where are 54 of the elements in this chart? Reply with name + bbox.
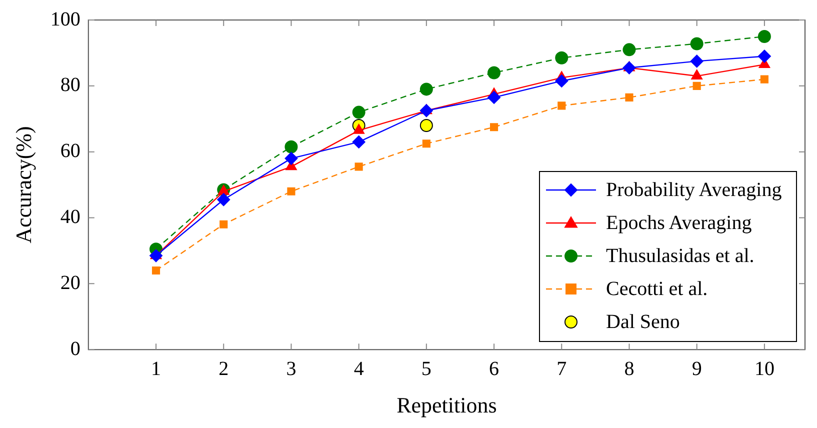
point <box>352 106 366 119</box>
point <box>284 140 298 154</box>
point <box>220 220 228 228</box>
point <box>758 30 771 43</box>
point <box>692 82 701 90</box>
point <box>354 162 363 171</box>
point <box>488 90 501 104</box>
legend-label: Cecotti et al. <box>605 278 709 301</box>
y-axis-title: Accuracy(%) <box>10 126 36 244</box>
legend-label: Probability Averaging <box>605 178 783 202</box>
point <box>555 51 568 64</box>
y-tick-label: 40 <box>60 206 80 228</box>
point <box>420 82 433 96</box>
x-tick-label: 8 <box>624 358 634 380</box>
legend-label: Dal Seno <box>605 310 681 334</box>
y-tick-label: 60 <box>60 140 80 162</box>
point <box>152 266 160 275</box>
point <box>625 93 634 102</box>
point <box>622 43 636 56</box>
x-tick-label: 5 <box>421 358 432 380</box>
point <box>691 70 703 80</box>
point <box>217 193 230 206</box>
x-tick-label: 2 <box>218 358 229 380</box>
y-tick-label: 20 <box>60 272 80 294</box>
point <box>150 249 163 262</box>
point <box>284 152 298 165</box>
point <box>490 123 498 132</box>
point <box>420 104 433 118</box>
point <box>352 135 366 148</box>
point <box>555 74 568 88</box>
x-tick-label: 1 <box>151 358 162 380</box>
point <box>488 66 501 80</box>
point <box>622 61 636 74</box>
point <box>690 37 704 50</box>
point <box>420 118 433 132</box>
y-tick-label: 0 <box>70 338 80 360</box>
x-tick-label: 9 <box>692 358 702 380</box>
point <box>558 102 566 110</box>
y-tick-label: 80 <box>60 74 80 96</box>
point <box>758 50 771 63</box>
legend-label: Thusulasidas et al. <box>605 244 756 268</box>
y-tick-label: 100 <box>50 8 80 30</box>
point <box>287 187 296 196</box>
x-axis-title: Repetitions <box>396 392 497 418</box>
x-tick-label: 7 <box>556 358 567 380</box>
point <box>422 140 430 148</box>
legend-label: Epochs Averaging <box>605 212 753 235</box>
point <box>760 75 768 84</box>
x-tick-label: 10 <box>754 358 774 380</box>
x-tick-label: 4 <box>354 358 364 380</box>
point <box>690 54 704 68</box>
x-tick-label: 6 <box>489 358 500 380</box>
x-tick-label: 3 <box>286 358 296 380</box>
point <box>353 124 365 134</box>
